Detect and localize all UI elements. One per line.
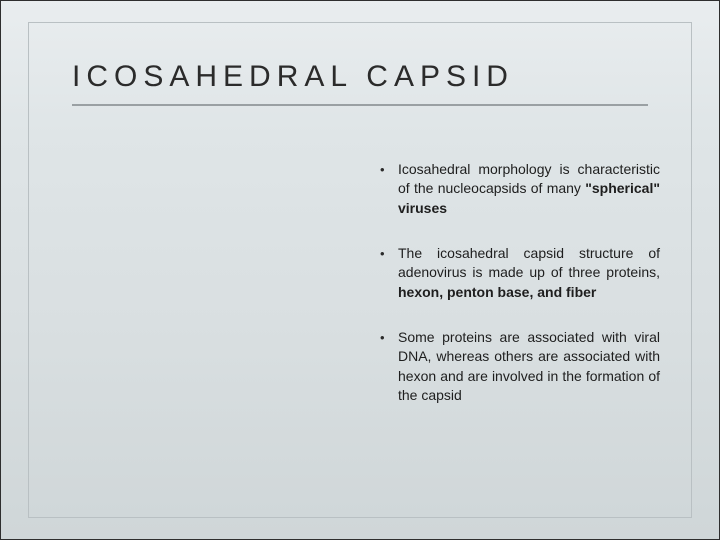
bullet-list: • Icosahedral morphology is characterist… xyxy=(380,160,660,431)
bullet-text-pre: The icosahedral capsid structure of aden… xyxy=(398,245,660,280)
bullet-text: Some proteins are associated with viral … xyxy=(398,328,660,405)
list-item: • Some proteins are associated with vira… xyxy=(380,328,660,405)
slide-title: ICOSAHEDRAL CAPSID xyxy=(72,60,648,102)
list-item: • The icosahedral capsid structure of ad… xyxy=(380,244,660,302)
title-block: ICOSAHEDRAL CAPSID xyxy=(72,60,648,106)
bullet-text: Icosahedral morphology is characteristic… xyxy=(398,160,660,218)
bullet-text: The icosahedral capsid structure of aden… xyxy=(398,244,660,302)
bullet-icon: • xyxy=(380,328,398,347)
bullet-icon: • xyxy=(380,244,398,263)
bullet-text-pre: Some proteins are associated with viral … xyxy=(398,329,660,403)
title-underline xyxy=(72,104,648,106)
bullet-text-bold: hexon, penton base, and fiber xyxy=(398,284,596,300)
bullet-icon: • xyxy=(380,160,398,179)
list-item: • Icosahedral morphology is characterist… xyxy=(380,160,660,218)
